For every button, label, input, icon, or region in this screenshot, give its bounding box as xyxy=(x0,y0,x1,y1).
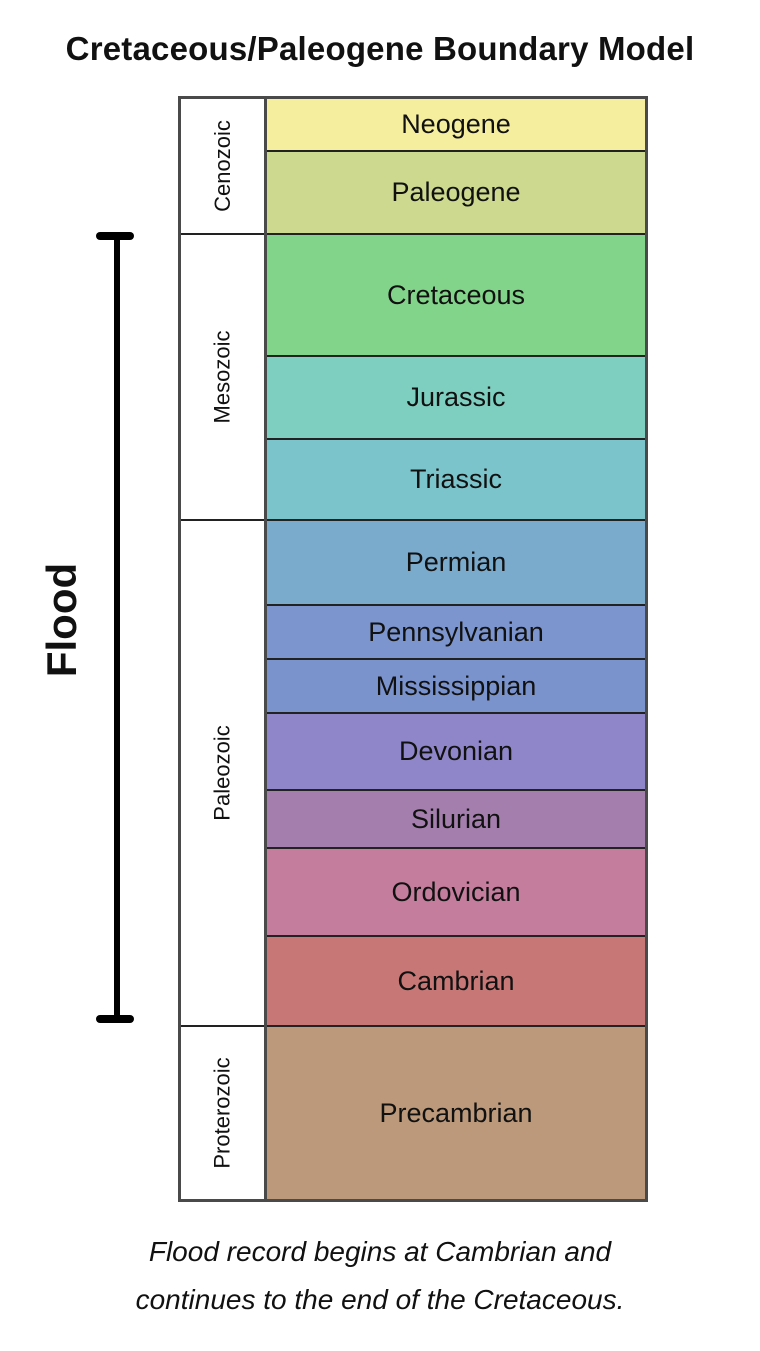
flood-label: Flood xyxy=(38,562,85,678)
period-precambrian: Precambrian xyxy=(267,1027,645,1199)
caption-line-1: Flood record begins at Cambrian and xyxy=(148,1236,612,1267)
flood-range-top-cap xyxy=(96,232,134,240)
period-triassic: Triassic xyxy=(267,440,645,521)
era-proterozoic: Proterozoic xyxy=(181,1027,264,1199)
era-label: Proterozoic xyxy=(209,1057,235,1169)
era-label: Mesozoic xyxy=(209,330,235,424)
flood-range-bar xyxy=(114,236,120,1020)
era-cenozoic: Cenozoic xyxy=(181,99,264,235)
period-pennsylvanian: Pennsylvanian xyxy=(267,606,645,660)
era-label: Cenozoic xyxy=(209,120,235,212)
period-column: Neogene Paleogene Cretaceous Jurassic Tr… xyxy=(267,99,645,1199)
period-silurian: Silurian xyxy=(267,791,645,849)
era-column: Cenozoic Mesozoic Paleozoic Proterozoic xyxy=(181,99,267,1199)
caption: Flood record begins at Cambrian and cont… xyxy=(0,1228,760,1324)
flood-range-bottom-cap xyxy=(96,1015,134,1023)
period-jurassic: Jurassic xyxy=(267,357,645,440)
caption-line-2: continues to the end of the Cretaceous. xyxy=(135,1284,625,1315)
era-paleozoic: Paleozoic xyxy=(181,521,264,1027)
period-cretaceous: Cretaceous xyxy=(267,235,645,357)
period-paleogene: Paleogene xyxy=(267,152,645,235)
period-devonian: Devonian xyxy=(267,714,645,791)
period-ordovician: Ordovician xyxy=(267,849,645,937)
period-mississippian: Mississippian xyxy=(267,660,645,714)
era-label: Paleozoic xyxy=(209,725,235,821)
period-neogene: Neogene xyxy=(267,99,645,152)
period-permian: Permian xyxy=(267,521,645,606)
period-cambrian: Cambrian xyxy=(267,937,645,1027)
page-title: Cretaceous/Paleogene Boundary Model xyxy=(65,30,695,67)
era-mesozoic: Mesozoic xyxy=(181,235,264,521)
geologic-column: Cenozoic Mesozoic Paleozoic Proterozoic … xyxy=(178,96,648,1202)
